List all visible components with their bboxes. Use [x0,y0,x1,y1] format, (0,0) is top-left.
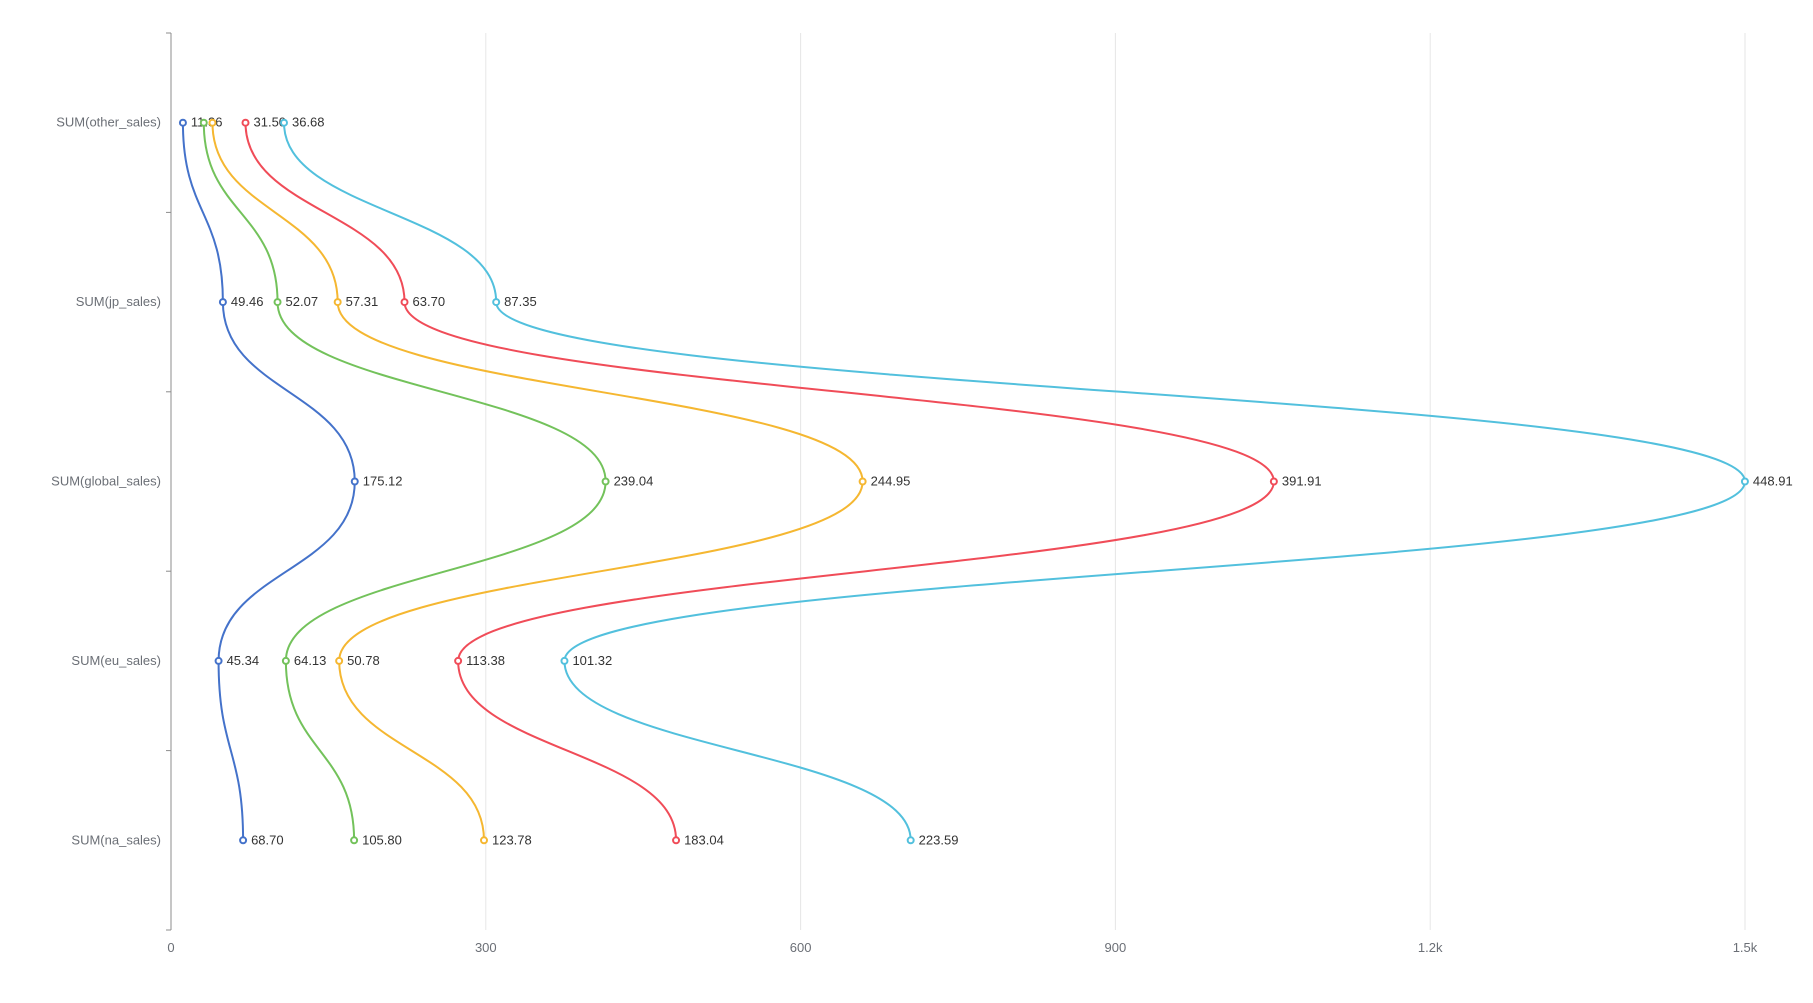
data-point[interactable] [479,836,488,845]
data-point[interactable] [492,298,501,307]
data-point[interactable] [281,656,290,665]
data-point[interactable] [199,118,208,127]
data-label: 391.91 [1282,474,1322,489]
data-point[interactable] [208,118,217,127]
data-point[interactable] [906,836,915,845]
category-tick-label: SUM(eu_sales) [71,653,161,668]
data-point[interactable] [350,477,359,486]
x-tick-label: 1.2k [1418,940,1443,955]
data-label: 64.13 [294,653,327,668]
data-label: 101.32 [572,653,612,668]
data-label: 87.35 [504,294,537,309]
series-line [181,122,356,841]
data-point[interactable] [333,298,342,307]
series-line [211,122,864,841]
data-label: 123.78 [492,832,532,847]
data-point[interactable] [454,656,463,665]
data-label: 105.80 [362,832,402,847]
category-tick-label: SUM(global_sales) [51,474,161,489]
data-label: 63.70 [413,294,446,309]
x-tick-label: 1.5k [1733,940,1758,955]
data-label: 448.91 [1753,474,1793,489]
data-label: 50.78 [347,653,380,668]
data-point[interactable] [601,477,610,486]
category-tick-label: SUM(jp_sales) [76,294,161,309]
data-label: 113.38 [466,653,505,668]
data-point[interactable] [239,836,248,845]
data-label: 175.12 [363,474,403,489]
data-label: 68.70 [251,832,284,847]
data-label: 239.04 [614,474,654,489]
data-point[interactable] [178,118,187,127]
data-label: 244.95 [871,474,911,489]
data-point[interactable] [214,656,223,665]
series-line [202,122,607,841]
data-point[interactable] [560,656,569,665]
x-tick-label: 300 [475,940,497,955]
data-label: 31.50 [254,115,287,130]
x-tick-label: 600 [790,940,812,955]
data-label: 52.07 [286,294,319,309]
data-point[interactable] [1740,477,1749,486]
data-label: 57.31 [346,294,379,309]
x-tick-label: 900 [1105,940,1127,955]
category-tick-label: SUM(other_sales) [56,115,161,130]
data-point[interactable] [218,298,227,307]
data-label: 36.68 [292,115,325,130]
data-point[interactable] [335,656,344,665]
data-point[interactable] [279,118,288,127]
data-point[interactable] [273,298,282,307]
category-tick-label: SUM(na_sales) [71,832,161,847]
data-label: 49.46 [231,294,264,309]
data-point[interactable] [400,298,409,307]
data-point[interactable] [241,118,250,127]
series-line [282,122,1746,841]
data-label: 45.34 [227,653,260,668]
data-point[interactable] [858,477,867,486]
data-point[interactable] [350,836,359,845]
data-point[interactable] [1269,477,1278,486]
data-label: 183.04 [684,832,724,847]
data-point[interactable] [672,836,681,845]
x-tick-label: 0 [167,940,174,955]
data-label: 223.59 [919,832,959,847]
